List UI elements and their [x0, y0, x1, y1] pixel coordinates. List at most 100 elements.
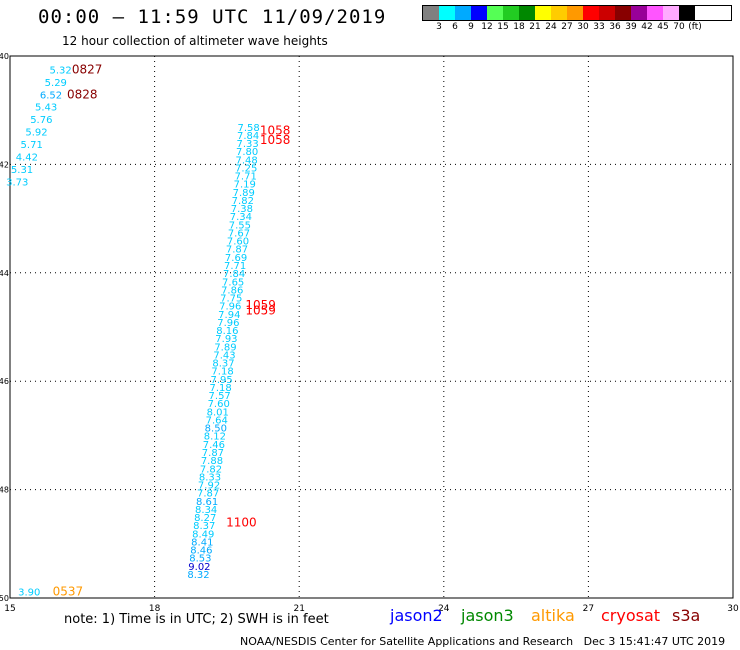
swh-value-label: 7.71 — [235, 172, 257, 183]
color-scale-boxes — [422, 5, 732, 21]
swh-value-label: 4.42 — [16, 153, 38, 164]
swh-value-label: 8.37 — [212, 359, 234, 370]
time-label: 0827 — [72, 62, 103, 76]
x-tick-label: 15 — [4, 604, 15, 614]
swh-value-label: 7.65 — [222, 277, 244, 288]
swh-value-label: 7.69 — [225, 253, 247, 264]
y-tick-label: -46 — [0, 377, 9, 386]
swh-value-label: 8.33 — [199, 472, 221, 483]
swh-value-label: 5.31 — [11, 165, 33, 176]
x-tick-label: 24 — [438, 604, 450, 614]
y-tick-label: -42 — [0, 160, 9, 169]
color-scale-box — [487, 6, 503, 20]
swh-value-label: 7.75 — [220, 294, 242, 305]
swh-value-label: 5.43 — [35, 103, 57, 114]
time-label: 1100 — [226, 515, 257, 529]
swh-value-label: 7.25 — [235, 163, 257, 174]
swh-value-label: 7.95 — [210, 375, 232, 386]
swh-value-label: 7.92 — [198, 481, 220, 492]
footer-timestamp: Dec 3 15:41:47 UTC 2019 — [583, 635, 726, 648]
swh-value-label: 8.34 — [195, 505, 217, 516]
swh-value-label: 6.52 — [40, 90, 62, 101]
swh-value-label: 7.43 — [213, 350, 235, 361]
swh-value-label: 5.29 — [45, 78, 67, 89]
swh-value-label: 7.64 — [206, 415, 228, 426]
satellite-legend-s3a: s3a — [672, 606, 701, 625]
swh-value-label: 7.84 — [237, 131, 259, 142]
color-scale-label: 36 — [609, 22, 621, 32]
time-label: 0537 — [53, 584, 84, 598]
swh-value-label: 7.18 — [211, 367, 233, 378]
color-scale-box — [631, 6, 647, 20]
swh-value-label: 7.46 — [203, 440, 225, 451]
page-title: 00:00 – 11:59 UTC 11/09/2019 — [38, 6, 387, 28]
swh-value-label: 5.71 — [21, 140, 43, 151]
satellite-legend-jason2: jason2 — [390, 606, 443, 625]
swh-value-label: 7.71 — [224, 261, 246, 272]
color-scale-label: 45 — [657, 22, 669, 32]
swh-value-label: 7.93 — [215, 334, 237, 345]
swh-value-label: 7.87 — [197, 489, 219, 500]
swh-value-label: 8.50 — [205, 424, 227, 435]
time-label: 0828 — [67, 87, 98, 101]
swh-value-label: 8.32 — [187, 570, 209, 581]
swh-value-label: 5.76 — [30, 115, 52, 126]
color-scale-label: 18 — [513, 22, 525, 32]
swh-value-label: 7.48 — [236, 155, 258, 166]
color-scale-label: 12 — [481, 22, 493, 32]
color-scale-label: 30 — [577, 22, 589, 32]
satellite-legend-jason3: jason3 — [461, 606, 514, 625]
x-tick-label: 30 — [727, 604, 739, 614]
color-scale-label: 27 — [561, 22, 573, 32]
swh-value-label: 5.32 — [49, 65, 71, 76]
color-scale-box — [583, 6, 599, 20]
swh-value-label: 8.37 — [193, 521, 215, 532]
swh-value-label: 7.82 — [200, 464, 222, 475]
y-tick-label: -50 — [0, 594, 9, 603]
swh-value-label: 8.12 — [204, 432, 226, 443]
color-scale-labels: 3 6 9 12 15 18 21 24 27 30 33 36 39 42 45 70 (ft) — [422, 21, 732, 33]
swh-value-label: 8.27 — [194, 513, 216, 524]
swh-value-label: 7.88 — [201, 456, 223, 467]
swh-value-label: 7.96 — [219, 302, 241, 313]
color-scale-label: 70 — [673, 22, 685, 32]
swh-value-label: 7.87 — [226, 245, 248, 256]
swh-value-label: 7.94 — [218, 310, 240, 321]
color-scale-label: 33 — [593, 22, 605, 32]
time-label: 1059 — [245, 304, 276, 318]
swh-value-label: 8.16 — [216, 326, 238, 337]
swh-value-label: 7.18 — [210, 383, 232, 394]
color-scale-box — [663, 6, 679, 20]
color-scale-label: 15 — [497, 22, 509, 32]
color-scale-box — [599, 6, 615, 20]
footer-credit: NOAA/NESDIS Center for Satellite Applica… — [240, 635, 725, 648]
color-scale-box — [551, 6, 567, 20]
swh-value-label: 7.89 — [233, 188, 255, 199]
swh-value-label: 8.61 — [196, 497, 218, 508]
swh-value-label: 7.84 — [223, 269, 245, 280]
color-scale-box — [679, 6, 695, 20]
swh-value-label: 8.41 — [191, 537, 213, 548]
swh-value-label: 8.49 — [192, 529, 214, 540]
swh-value-label: 3.73 — [6, 178, 28, 189]
time-label: 1059 — [245, 298, 276, 312]
x-tick-label: 18 — [149, 604, 161, 614]
swh-value-label: 8.46 — [190, 546, 212, 557]
color-scale-label: 39 — [625, 22, 637, 32]
color-scale-box — [647, 6, 663, 20]
swh-value-label: 7.58 — [237, 123, 259, 134]
color-scale-box — [455, 6, 471, 20]
x-tick-label: 27 — [583, 604, 594, 614]
x-tick-label: 21 — [293, 604, 304, 614]
color-scale-label: 6 — [452, 22, 458, 32]
swh-value-label: 7.19 — [234, 180, 256, 191]
time-label: 1058 — [260, 133, 291, 147]
time-label: 1058 — [260, 124, 291, 138]
color-scale-label: 24 — [545, 22, 557, 32]
color-scale-box — [471, 6, 487, 20]
swh-value-label: 7.89 — [214, 342, 236, 353]
swh-value-label: 7.96 — [217, 318, 239, 329]
color-scale-label: 3 — [436, 22, 442, 32]
swh-value-label: 7.82 — [232, 196, 254, 207]
